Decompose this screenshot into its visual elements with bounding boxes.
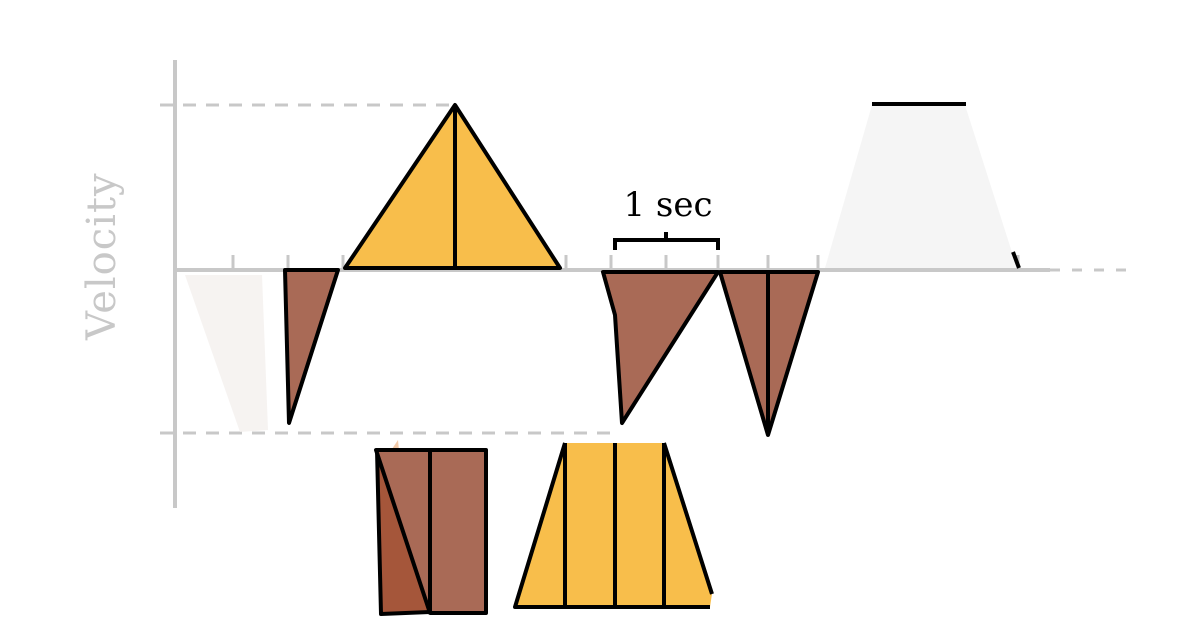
positive-trapezoid-outline [513,442,714,609]
negative-region-2 [601,270,720,425]
faded-negative-segment [185,275,268,432]
faded-positive-trapezoid [825,105,1017,268]
negative-region-1 [283,268,340,425]
positive-triangle [343,103,562,270]
scale-bracket [613,232,720,250]
scale-label: 1 sec [623,185,712,225]
faded-trapezoid-edge [1011,251,1021,269]
y-axis-label: Velocity [79,172,125,341]
